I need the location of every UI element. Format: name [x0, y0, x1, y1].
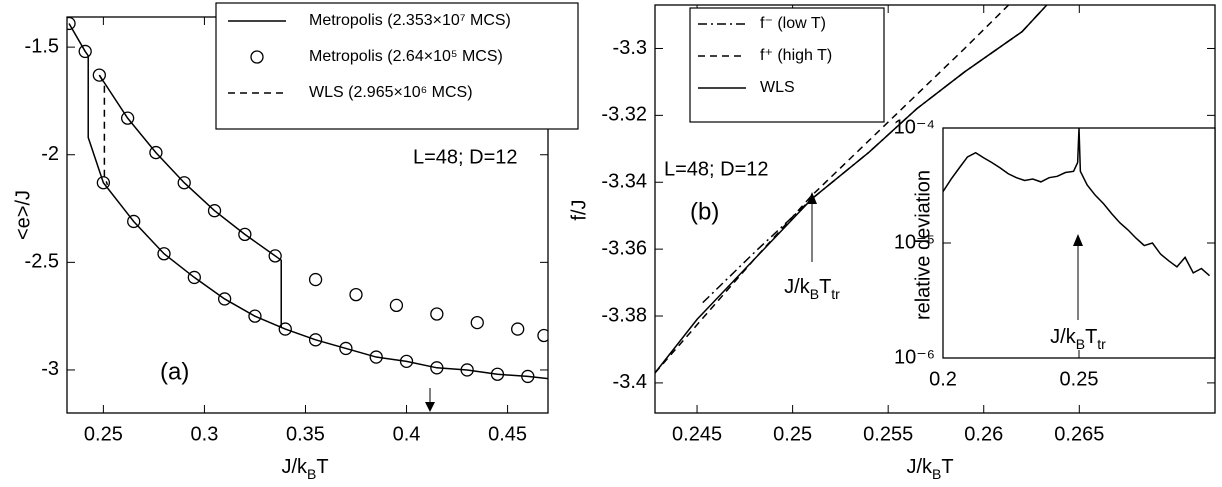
marker — [511, 322, 525, 336]
legend-label: f⁻ (low T) — [760, 15, 826, 32]
plot-area — [655, 5, 1048, 374]
marker — [268, 249, 282, 263]
x-tick-label: 0.255 — [863, 423, 913, 445]
y-axis-label: <e>/J — [12, 190, 34, 240]
annotation: L=48; D=12 — [664, 158, 769, 180]
line — [98, 74, 109, 186]
marker — [248, 309, 262, 323]
marker — [92, 68, 106, 82]
y-axis-label: f/J — [568, 199, 590, 220]
x-tick-label: 0.45 — [488, 423, 527, 445]
marker — [278, 322, 292, 336]
arrow-head — [1073, 234, 1083, 246]
marker — [369, 350, 383, 364]
y-tick-label: 10⁻⁵ — [894, 231, 935, 253]
marker — [460, 363, 474, 377]
marker — [187, 270, 201, 285]
x-tick-label: 0.265 — [1054, 423, 1104, 445]
x-tick-label: 0.25 — [84, 423, 123, 445]
marker — [157, 247, 171, 261]
marker — [127, 214, 141, 229]
marker — [217, 292, 232, 306]
marker — [149, 145, 163, 160]
marker — [389, 298, 404, 313]
y-tick-label: -2.5 — [25, 251, 59, 273]
x-tick-label: 0.3 — [191, 423, 219, 445]
legend-box — [215, 2, 579, 130]
x-tick-label: 0.25 — [1060, 368, 1099, 390]
annotation: L=48; D=12 — [413, 146, 518, 168]
marker — [430, 307, 444, 321]
marker — [339, 341, 353, 356]
marker — [430, 361, 444, 375]
marker — [96, 176, 111, 190]
arrow-label: J/kBTtr — [1050, 326, 1106, 351]
marker — [308, 272, 323, 287]
y-tick-label: -3.32 — [601, 104, 647, 126]
y-tick-label: -3.3 — [613, 37, 647, 59]
marker — [521, 369, 535, 384]
y-tick-label: 10⁻⁶ — [894, 346, 935, 368]
annotations: J/kBT <e>/J L=48; D=12 (a) J/kBT f/J L=4… — [12, 146, 1106, 481]
x-tick-label: 0.25 — [773, 423, 812, 445]
x-tick-label: 0.4 — [393, 423, 421, 445]
marker — [238, 227, 252, 242]
y-tick-label: -3.36 — [601, 237, 647, 259]
marker — [490, 367, 505, 381]
line — [943, 128, 1211, 277]
legend-label: WLS (2.965×10⁶ MCS) — [309, 84, 473, 101]
legend-label: f⁺ (high T) — [760, 47, 832, 64]
plot-area — [943, 128, 1211, 277]
marker — [207, 204, 222, 218]
line — [655, 5, 1010, 374]
y-tick-label: -3.34 — [601, 171, 647, 193]
arrow-label: J/kBTtr — [784, 276, 840, 301]
x-axis-label: J/kBT — [281, 456, 328, 481]
y-axis-label: relative deviation — [912, 170, 934, 320]
marker — [349, 287, 363, 302]
y-tick-label: -3 — [41, 358, 59, 380]
arrow-head — [425, 402, 435, 412]
y-tick-label: -3.4 — [613, 371, 647, 393]
legend-label: Metropolis (2.64×10⁵ MCS) — [309, 48, 503, 65]
plot-area — [67, 17, 548, 384]
legend-label: Metropolis (2.353×10⁷ MCS) — [309, 12, 511, 29]
marker — [177, 176, 191, 190]
y-tick-label: -3.38 — [601, 304, 647, 326]
legend-label: WLS — [760, 79, 795, 96]
y-tick-label: -1.5 — [25, 35, 59, 57]
legend-box — [689, 7, 885, 123]
marker — [308, 333, 323, 347]
line — [655, 5, 1048, 374]
marker — [120, 111, 135, 125]
marker — [470, 315, 484, 330]
panel-label: (a) — [160, 358, 189, 385]
marker — [78, 44, 92, 59]
x-axis-label: J/kBT — [906, 456, 953, 481]
marker — [537, 328, 548, 343]
panel-label: (b) — [690, 198, 719, 225]
x-tick-label: 0.26 — [964, 423, 1003, 445]
y-tick-label: 10⁻⁴ — [894, 116, 935, 138]
line — [68, 23, 548, 380]
legend-marker — [250, 50, 264, 64]
x-tick-label: 0.2 — [929, 368, 957, 390]
x-tick-label: 0.35 — [286, 423, 325, 445]
y-tick-label: -2 — [41, 143, 59, 165]
x-tick-label: 0.245 — [672, 423, 722, 445]
marker — [399, 354, 414, 368]
arrow-head — [807, 192, 817, 204]
